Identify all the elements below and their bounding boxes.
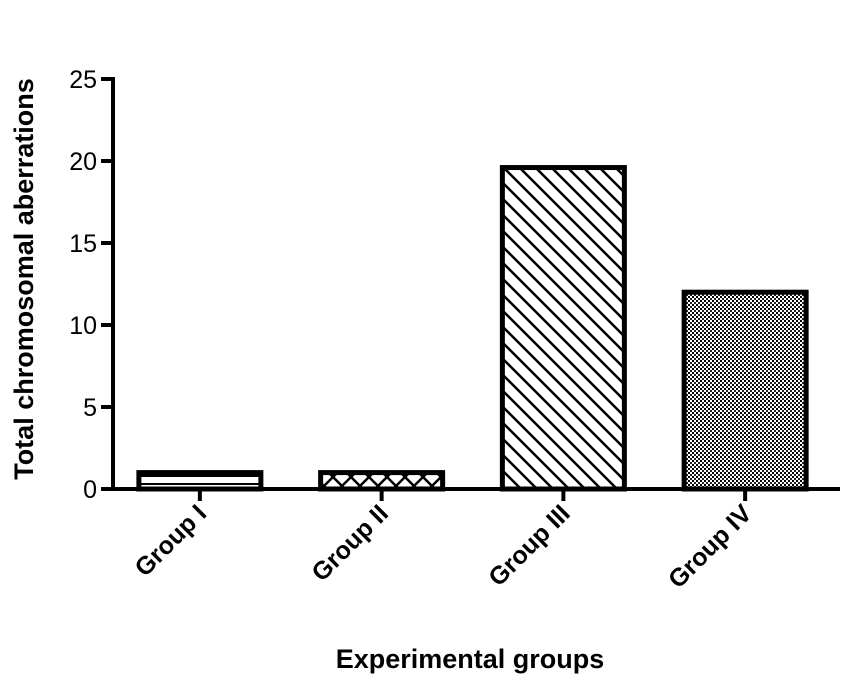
y-axis-title: Total chromosomal aberrations bbox=[9, 78, 39, 480]
y-tick-label: 10 bbox=[69, 312, 97, 340]
bar-group-iii bbox=[499, 165, 627, 492]
y-tick-label: 20 bbox=[69, 148, 97, 176]
x-tick-label: Group IV bbox=[663, 499, 758, 594]
y-tick-label: 15 bbox=[69, 230, 97, 258]
bar-group-ii bbox=[318, 470, 446, 492]
x-tick-label: Group II bbox=[306, 499, 394, 587]
bar-group-iv bbox=[681, 289, 809, 492]
x-tick-label: Group III bbox=[483, 499, 575, 591]
y-tick-label: 5 bbox=[83, 394, 97, 422]
bar-group-i bbox=[136, 470, 264, 492]
y-tick-label: 25 bbox=[69, 66, 97, 94]
y-tick-label: 0 bbox=[83, 476, 97, 504]
x-axis-title: Experimental groups bbox=[336, 644, 605, 674]
x-tick-label: Group I bbox=[129, 499, 212, 582]
